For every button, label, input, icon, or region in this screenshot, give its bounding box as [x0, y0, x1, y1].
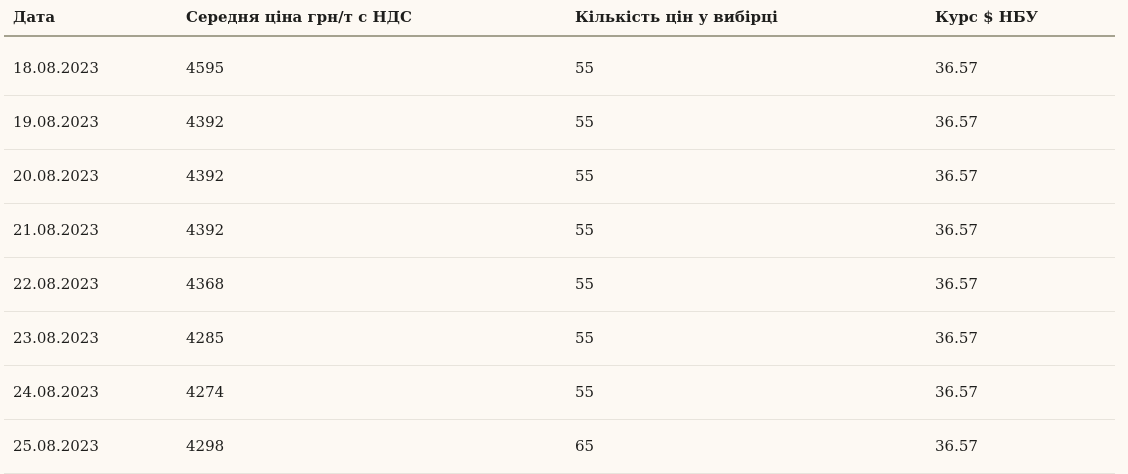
table-row: 25.08.2023 4298 65 36.57 [4, 419, 1115, 474]
cell-sample-count: 65 [566, 419, 926, 474]
cell-usd-rate: 36.57 [926, 365, 1115, 420]
table-body: 18.08.2023 4595 55 36.57 19.08.2023 4392 55 36.… [4, 36, 1115, 474]
cell-usd-rate: 36.57 [926, 95, 1115, 150]
cell-avg-price: 4285 [177, 311, 566, 366]
cell-sample-count: 55 [566, 365, 926, 420]
cell-avg-price: 4274 [177, 365, 566, 420]
column-header-avg-price: Середня ціна грн/т с НДС [177, 0, 566, 37]
cell-sample-count: 55 [566, 95, 926, 150]
cell-avg-price: 4298 [177, 419, 566, 474]
table-header: Дата Середня ціна грн/т с НДС Кількість … [4, 0, 1115, 37]
table-row: 23.08.2023 4285 55 36.57 [4, 311, 1115, 366]
table-row: 24.08.2023 4274 55 36.57 [4, 365, 1115, 420]
table-row: 21.08.2023 4392 55 36.57 [4, 203, 1115, 258]
cell-sample-count: 55 [566, 257, 926, 312]
cell-usd-rate: 36.57 [926, 36, 1115, 96]
cell-date: 20.08.2023 [4, 149, 177, 204]
price-table: Дата Середня ціна грн/т с НДС Кількість … [4, 0, 1115, 474]
table-row: 18.08.2023 4595 55 36.57 [4, 36, 1115, 96]
cell-date: 24.08.2023 [4, 365, 177, 420]
table-row: 20.08.2023 4392 55 36.57 [4, 149, 1115, 204]
cell-date: 25.08.2023 [4, 419, 177, 474]
cell-avg-price: 4595 [177, 36, 566, 96]
cell-usd-rate: 36.57 [926, 311, 1115, 366]
cell-avg-price: 4392 [177, 203, 566, 258]
cell-avg-price: 4368 [177, 257, 566, 312]
cell-date: 18.08.2023 [4, 36, 177, 96]
cell-date: 21.08.2023 [4, 203, 177, 258]
cell-date: 22.08.2023 [4, 257, 177, 312]
cell-sample-count: 55 [566, 311, 926, 366]
cell-date: 23.08.2023 [4, 311, 177, 366]
cell-usd-rate: 36.57 [926, 257, 1115, 312]
cell-usd-rate: 36.57 [926, 419, 1115, 474]
table-row: 19.08.2023 4392 55 36.57 [4, 95, 1115, 150]
column-header-usd-rate: Курс $ НБУ [926, 0, 1115, 37]
column-header-sample-count: Кількість цін у вибірці [566, 0, 926, 37]
cell-avg-price: 4392 [177, 95, 566, 150]
cell-sample-count: 55 [566, 149, 926, 204]
header-row: Дата Середня ціна грн/т с НДС Кількість … [4, 0, 1115, 37]
cell-usd-rate: 36.57 [926, 203, 1115, 258]
cell-sample-count: 55 [566, 203, 926, 258]
cell-usd-rate: 36.57 [926, 149, 1115, 204]
cell-avg-price: 4392 [177, 149, 566, 204]
column-header-date: Дата [4, 0, 177, 37]
cell-date: 19.08.2023 [4, 95, 177, 150]
cell-sample-count: 55 [566, 36, 926, 96]
table-row: 22.08.2023 4368 55 36.57 [4, 257, 1115, 312]
